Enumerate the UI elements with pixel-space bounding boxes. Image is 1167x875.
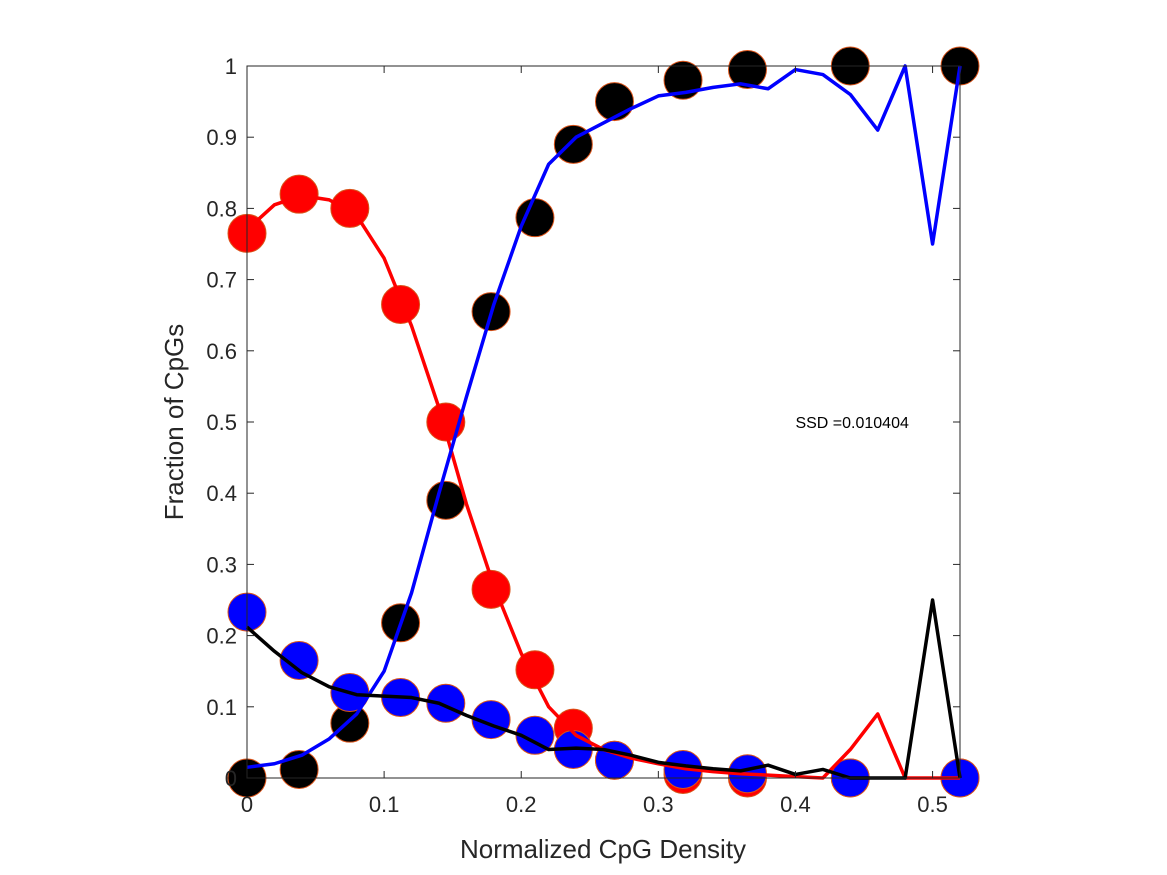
x-tick-label: 0.3	[643, 792, 674, 817]
x-tick-label: 0.4	[780, 792, 811, 817]
chart-marks	[227, 46, 980, 798]
data-point	[381, 285, 421, 325]
y-tick-label: 0.8	[206, 196, 237, 221]
y-tick-label: 0.3	[206, 552, 237, 577]
y-axis-label: Fraction of CpGs	[159, 324, 189, 521]
series-line	[246, 64, 962, 770]
data-point	[279, 174, 319, 214]
data-point	[279, 641, 319, 681]
ssd-annotation: SSD =0.010404	[795, 415, 909, 432]
x-tick-label: 0	[241, 792, 253, 817]
y-tick-label: 0.7	[206, 268, 237, 293]
x-tick-label: 0.2	[506, 792, 537, 817]
data-point	[727, 50, 767, 90]
y-tick-label: 0.5	[206, 410, 237, 435]
data-point	[594, 82, 634, 122]
y-tick-label: 0.9	[206, 125, 237, 150]
y-tick-label: 0.1	[206, 695, 237, 720]
data-point	[330, 188, 370, 228]
y-tick-label: 1	[225, 54, 237, 79]
plot-area	[247, 66, 960, 778]
series-line	[245, 598, 962, 780]
data-point	[426, 683, 466, 723]
y-tick-label: 0.6	[206, 339, 237, 364]
x-axis-label: Normalized CpG Density	[460, 834, 746, 864]
axis-ticks: 0 0.1 0.2 0.3 0.4 0.5 0 0.1 0.2 0.3 0.4 0.5 0.6 0.7 0.…	[206, 54, 960, 817]
y-tick-label: 0.2	[206, 624, 237, 649]
x-tick-label: 0.1	[369, 792, 400, 817]
data-point	[515, 198, 555, 238]
y-tick-label: 0	[225, 766, 237, 791]
x-tick-label: 0.5	[917, 792, 948, 817]
y-tick-label: 0.4	[206, 481, 237, 506]
